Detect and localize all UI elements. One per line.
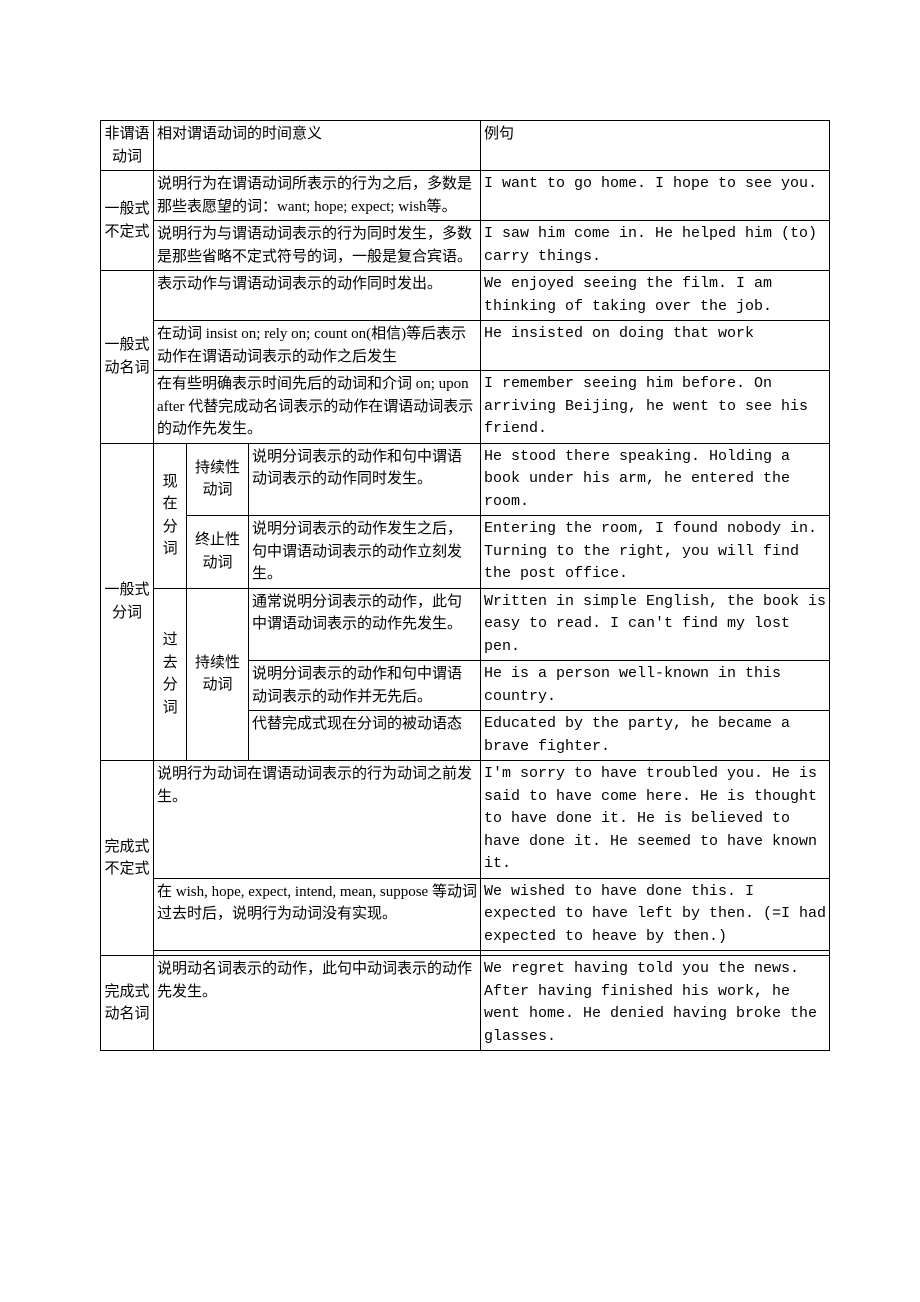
row3-pres-label: 现在分词 [154,443,187,588]
row1b-desc: 说明行为与谓语动词表示的行为同时发生，多数是那些省略不定式符号的词，一般是复合宾… [154,221,481,271]
row5a-desc: 说明动名词表示的动作，此句中动词表示的动作先发生。 [154,956,481,1051]
row3-past-c-ex: Educated by the party, he became a brave… [480,711,829,761]
table-header-row: 非谓语动词 相对谓语动词的时间意义 例句 [101,121,830,171]
row2a-ex: We enjoyed seeing the film. I am thinkin… [480,271,829,321]
row1b-ex: I saw him come in. He helped him (to) ca… [480,221,829,271]
row3-pres-a-ex: He stood there speaking. Holding a book … [480,443,829,516]
row2b-ex: He insisted on doing that work [480,321,829,371]
row3-label: 一般式分词 [101,443,154,761]
row2b-desc: 在动词 insist on; rely on; count on(相信)等后表示… [154,321,481,371]
row3-pres-b-ex: Entering the room, I found nobody in. Tu… [480,516,829,589]
row4b-ex: We wished to have done this. I expected … [480,878,829,951]
row2a-desc: 表示动作与谓语动词表示的动作同时发出。 [154,271,481,321]
row3-pres-b-desc: 说明分词表示的动作发生之后，句中谓语动词表示的动作立刻发生。 [248,516,480,589]
row2-label: 一般式动名词 [101,271,154,444]
table-row: 完成式动名词 说明动名词表示的动作，此句中动词表示的动作先发生。 We regr… [101,956,830,1051]
row5-label: 完成式动名词 [101,956,154,1051]
table-row: 在有些明确表示时间先后的动词和介词 on; upon after 代替完成动名词… [101,371,830,444]
table-row: 一般式分词 现在分词 持续性动词 说明分词表示的动作和句中谓语动词表示的动作同时… [101,443,830,516]
table-row: 在动词 insist on; rely on; count on(相信)等后表示… [101,321,830,371]
row3-past-a-ex: Written in simple English, the book is e… [480,588,829,661]
row3-past-durative: 持续性动词 [187,588,249,761]
row1a-ex: I want to go home. I hope to see you. [480,171,829,221]
table-row: 过去分词 持续性动词 通常说明分词表示的动作，此句中谓语动词表示的动作先发生。 … [101,588,830,661]
row3-past-c-desc: 代替完成式现在分词的被动语态 [248,711,480,761]
table-row: 说明行为与谓语动词表示的行为同时发生，多数是那些省略不定式符号的词，一般是复合宾… [101,221,830,271]
row4a-desc: 说明行为动词在谓语动词表示的行为动词之前发生。 [154,761,481,879]
row4-label: 完成式不定式 [101,761,154,956]
table-row: 一般式不定式 说明行为在谓语动词所表示的行为之后，多数是那些表愿望的词：want… [101,171,830,221]
table-row: 终止性动词 说明分词表示的动作发生之后，句中谓语动词表示的动作立刻发生。 Ent… [101,516,830,589]
table-row: 在 wish, hope, expect, intend, mean, supp… [101,878,830,951]
table-row: 完成式不定式 说明行为动词在谓语动词表示的行为动词之前发生。 I'm sorry… [101,761,830,879]
row3-past-a-desc: 通常说明分词表示的动作，此句中谓语动词表示的动作先发生。 [248,588,480,661]
row2c-desc: 在有些明确表示时间先后的动词和介词 on; upon after 代替完成动名词… [154,371,481,444]
row3-durative: 持续性动词 [187,443,249,516]
row4b-desc: 在 wish, hope, expect, intend, mean, supp… [154,878,481,951]
row3-past-label: 过去分词 [154,588,187,761]
grammar-table: 非谓语动词 相对谓语动词的时间意义 例句 一般式不定式 说明行为在谓语动词所表示… [100,120,830,1051]
row3-pres-a-desc: 说明分词表示的动作和句中谓语动词表示的动作同时发生。 [248,443,480,516]
header-col2: 相对谓语动词的时间意义 [154,121,481,171]
header-col1: 非谓语动词 [101,121,154,171]
row5a-ex: We regret having told you the news. Afte… [480,956,829,1051]
document-page: 非谓语动词 相对谓语动词的时间意义 例句 一般式不定式 说明行为在谓语动词所表示… [0,0,920,1111]
row2c-ex: I remember seeing him before. On arrivin… [480,371,829,444]
row1a-desc: 说明行为在谓语动词所表示的行为之后，多数是那些表愿望的词：want; hope;… [154,171,481,221]
row4a-ex: I'm sorry to have troubled you. He is sa… [480,761,829,879]
row3-past-b-desc: 说明分词表示的动作和句中谓语动词表示的动作并无先后。 [248,661,480,711]
row3-past-b-ex: He is a person well-known in this countr… [480,661,829,711]
header-col3: 例句 [480,121,829,171]
row3-terminative: 终止性动词 [187,516,249,589]
row1-label: 一般式不定式 [101,171,154,271]
table-row: 一般式动名词 表示动作与谓语动词表示的动作同时发出。 We enjoyed se… [101,271,830,321]
